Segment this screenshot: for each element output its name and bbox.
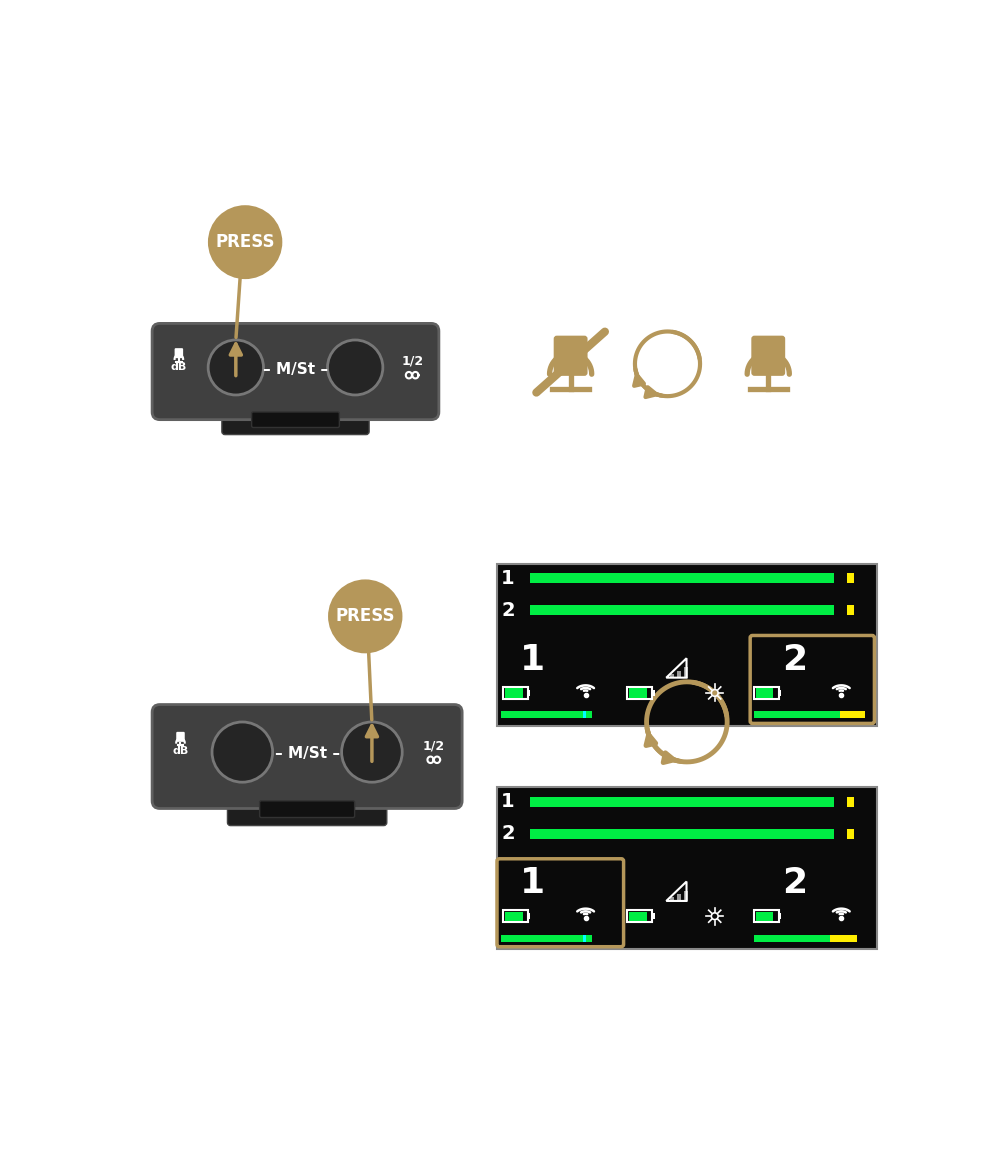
Bar [677, 893, 681, 900]
Bar [754, 686, 779, 699]
Bar [528, 913, 530, 919]
Bar [505, 911, 523, 920]
Bar [627, 686, 652, 699]
FancyBboxPatch shape [175, 348, 183, 358]
Bar [779, 913, 781, 919]
Bar [501, 711, 592, 718]
Bar [854, 934, 857, 941]
Bar [528, 690, 530, 696]
Text: 2: 2 [782, 643, 807, 677]
Circle shape [212, 723, 273, 782]
FancyBboxPatch shape [176, 732, 185, 742]
Bar [847, 574, 854, 583]
Bar [847, 829, 854, 838]
Text: 1: 1 [520, 643, 545, 677]
Bar [847, 605, 854, 615]
FancyBboxPatch shape [751, 336, 785, 376]
Circle shape [342, 723, 402, 782]
Bar [627, 910, 652, 923]
Text: dB: dB [172, 746, 189, 755]
Bar [501, 934, 592, 941]
FancyBboxPatch shape [152, 323, 439, 419]
Bar [503, 910, 528, 923]
Text: 2: 2 [501, 824, 515, 843]
FancyBboxPatch shape [227, 795, 387, 826]
Circle shape [328, 340, 383, 395]
Bar [652, 913, 655, 919]
Bar [830, 934, 855, 941]
Circle shape [208, 205, 282, 279]
Bar [583, 934, 586, 941]
Bar [754, 910, 779, 923]
Bar [629, 911, 647, 920]
Circle shape [328, 580, 402, 653]
Bar [754, 711, 840, 718]
FancyBboxPatch shape [497, 564, 877, 726]
Text: – M/St –: – M/St – [275, 746, 340, 761]
Text: PRESS: PRESS [336, 608, 395, 625]
Bar [854, 711, 857, 718]
FancyBboxPatch shape [260, 801, 355, 817]
Text: 1: 1 [520, 867, 545, 900]
Bar [530, 605, 834, 615]
Text: 2: 2 [782, 867, 807, 900]
Bar [652, 690, 655, 696]
Bar [754, 934, 830, 941]
Bar [530, 574, 834, 583]
Bar [847, 796, 854, 807]
Circle shape [208, 340, 263, 395]
Bar [684, 667, 688, 678]
Text: 1: 1 [501, 569, 515, 588]
FancyBboxPatch shape [497, 787, 877, 949]
FancyBboxPatch shape [554, 336, 588, 376]
Bar [505, 689, 523, 698]
Bar [530, 829, 834, 838]
Bar [583, 711, 586, 718]
Text: 1: 1 [501, 792, 515, 812]
Text: – M/St –: – M/St – [263, 362, 328, 377]
FancyBboxPatch shape [152, 705, 462, 808]
Text: dB: dB [171, 362, 187, 372]
Bar [840, 711, 865, 718]
Bar [670, 897, 674, 900]
Bar [629, 689, 647, 698]
Text: 1/2: 1/2 [423, 739, 445, 753]
Bar [503, 686, 528, 699]
Bar [670, 674, 674, 678]
Bar [677, 671, 681, 678]
Bar [756, 911, 773, 920]
Text: 1/2: 1/2 [401, 355, 423, 368]
Bar [779, 690, 781, 696]
FancyBboxPatch shape [222, 406, 369, 434]
Text: 2: 2 [501, 601, 515, 619]
Text: PRESS: PRESS [215, 233, 275, 251]
FancyBboxPatch shape [252, 412, 339, 427]
Bar [756, 689, 773, 698]
Bar [530, 796, 834, 807]
Bar [684, 891, 688, 900]
